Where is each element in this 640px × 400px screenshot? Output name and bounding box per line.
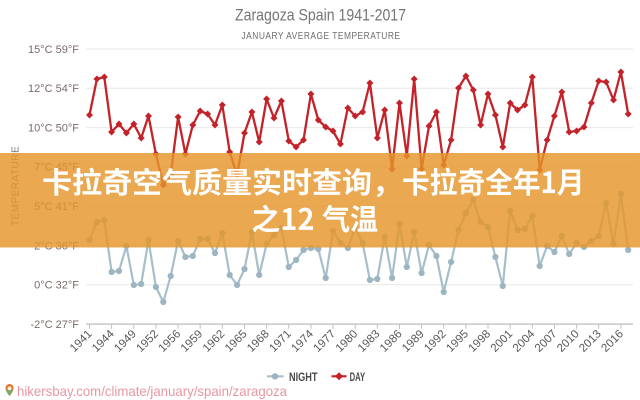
svg-text:DAY: DAY — [350, 370, 366, 384]
svg-text:hikersbay.com/climate/january/: hikersbay.com/climate/january/spain/zara… — [17, 384, 287, 399]
svg-text:15°C 59°F: 15°C 59°F — [28, 44, 79, 56]
svg-text:JANUARY AVERAGE TEMPERATURE: JANUARY AVERAGE TEMPERATURE — [242, 30, 401, 42]
svg-text:12°C 54°F: 12°C 54°F — [28, 83, 79, 95]
svg-text:0°C 32°F: 0°C 32°F — [34, 280, 79, 292]
svg-text:Zaragoza Spain 1941-2017: Zaragoza Spain 1941-2017 — [235, 6, 406, 25]
svg-text:10°C 50°F: 10°C 50°F — [28, 122, 79, 134]
svg-text:-2°C 27°F: -2°C 27°F — [30, 319, 79, 331]
svg-text:NIGHT: NIGHT — [289, 370, 318, 384]
